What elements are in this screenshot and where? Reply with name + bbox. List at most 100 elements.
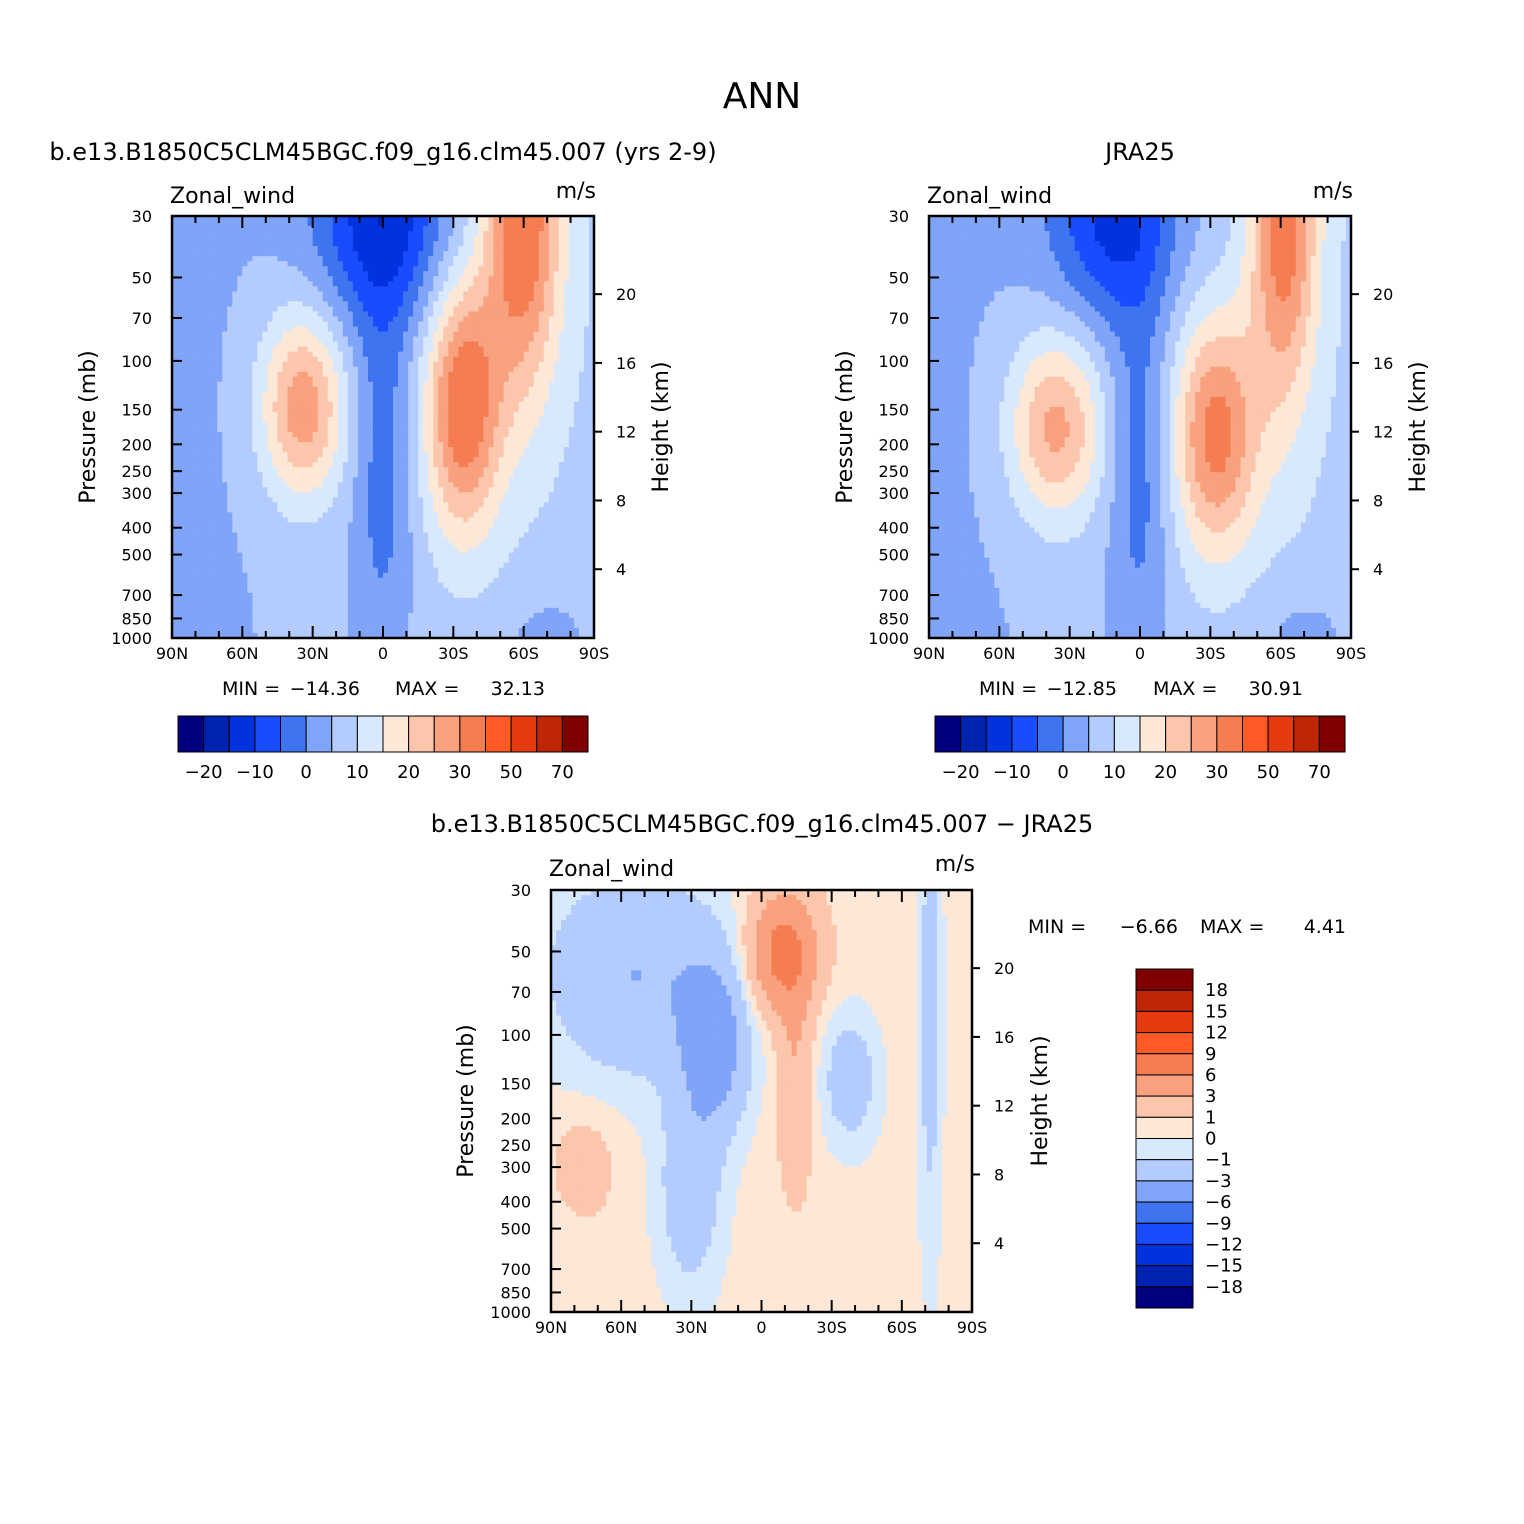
panel-model-field-cell <box>187 407 193 413</box>
panel-model-field-cell <box>448 422 454 428</box>
panel-model-field-cell <box>222 347 228 353</box>
panel-model-field-cell <box>288 427 294 433</box>
panel-model-field-cell <box>428 241 434 247</box>
panel-model-field-cell <box>489 467 495 473</box>
panel-model-field-cell <box>272 347 278 353</box>
panel-model-field-cell <box>443 221 449 227</box>
panel-model-field-cell <box>197 472 203 478</box>
panel-model-field-cell <box>338 467 344 473</box>
panel-model-field-cell <box>333 306 339 312</box>
panel-model-field-cell <box>177 427 183 433</box>
panel-model-field-cell <box>237 437 243 443</box>
panel-model-field-cell <box>388 291 394 297</box>
panel-model-field-cell <box>373 342 379 348</box>
panel-model-field-cell <box>358 327 364 333</box>
panel-model-field-cell <box>529 352 535 358</box>
panel-model-field-cell <box>413 251 419 257</box>
panel-model-field-cell <box>453 311 459 317</box>
panel-model-field-cell <box>468 452 474 458</box>
panel-model-field-cell <box>298 387 304 393</box>
panel-model-field-cell <box>232 337 238 343</box>
panel-model-field-cell <box>237 447 243 453</box>
panel-model-field-cell <box>328 392 334 398</box>
panel-model-field-cell <box>428 352 434 358</box>
panel-model-field-cell <box>207 352 213 358</box>
panel-model-field-cell <box>368 291 374 297</box>
panel-model-field-cell <box>383 322 389 328</box>
panel-model-field-cell <box>232 221 238 227</box>
panel-model-field-cell <box>463 236 469 242</box>
panel-model-field-cell <box>283 402 289 408</box>
panel-model-field-cell <box>403 412 409 418</box>
panel-model-field-cell <box>559 231 565 237</box>
panel-model-field-cell <box>177 311 183 317</box>
panel-model-field-cell <box>308 311 314 317</box>
panel-model-field-cell <box>549 246 555 252</box>
panel-model-field-cell <box>237 467 243 473</box>
panel-model-field-cell <box>443 362 449 368</box>
panel-model-field-cell <box>293 372 299 378</box>
panel-obs-title: JRA25 <box>1103 138 1175 166</box>
panel-model-field-cell <box>554 306 560 312</box>
panel-model-field-cell <box>584 467 590 473</box>
panel-model-field-cell <box>232 397 238 403</box>
panel-model-field-cell <box>524 241 530 247</box>
panel-model-field-cell <box>539 502 545 508</box>
panel-model-field-cell <box>267 427 273 433</box>
panel-model-field-cell <box>358 266 364 272</box>
panel-model-field-cell <box>483 477 489 483</box>
panel-model-field-cell <box>383 246 389 252</box>
panel-model-field-cell <box>338 372 344 378</box>
panel-model-field-cell <box>574 241 580 247</box>
panel-model-field-cell <box>288 377 294 383</box>
panel-model-field-cell <box>242 281 248 287</box>
panel-model-field-cell <box>373 256 379 262</box>
panel-model-field-cell <box>443 472 449 478</box>
panel-model-field-cell <box>358 432 364 438</box>
panel-model-field-cell <box>343 497 349 503</box>
panel-model-field-cell <box>418 462 424 468</box>
panel-model-field-cell <box>468 347 474 353</box>
panel-model-field-cell <box>519 487 525 493</box>
panel-model-field-cell <box>247 382 253 388</box>
panel-model-field-cell <box>207 241 213 247</box>
panel-model-field-cell <box>267 447 273 453</box>
panel-model-field-cell <box>468 457 474 463</box>
panel-model-field-cell <box>519 492 525 498</box>
panel-model-field-cell <box>433 372 439 378</box>
panel-model-field-cell <box>483 241 489 247</box>
panel-model-field-cell <box>378 337 384 343</box>
panel-model-field-cell <box>499 276 505 282</box>
panel-model-field-cell <box>227 372 233 378</box>
panel-model-field-cell <box>232 387 238 393</box>
panel-model-field-cell <box>197 412 203 418</box>
panel-model-field-cell <box>514 276 520 282</box>
panel-model-field-cell <box>559 276 565 282</box>
panel-model-field-cell <box>514 286 520 292</box>
panel-model-field-cell <box>267 467 273 473</box>
panel-model-field-cell <box>202 231 208 237</box>
panel-model-field-cell <box>368 226 374 232</box>
panel-model-field-cell <box>227 357 233 363</box>
panel-model-field-cell <box>534 281 540 287</box>
panel-model-field-cell <box>247 226 253 232</box>
panel-model-field-cell <box>393 502 399 508</box>
panel-model-field-cell <box>272 236 278 242</box>
panel-model-field-cell <box>207 316 213 322</box>
panel-model-field-cell <box>478 332 484 338</box>
panel-model-field-cell <box>197 246 203 252</box>
panel-model-field-cell <box>247 482 253 488</box>
panel-model-field-cell <box>458 327 464 333</box>
panel-model-field-cell <box>559 311 565 317</box>
panel-model-field-cell <box>478 407 484 413</box>
panel-model-field-cell <box>509 296 515 302</box>
panel-model-field-cell <box>489 241 495 247</box>
panel-model-field-cell <box>378 271 384 277</box>
panel-model-field-cell <box>343 251 349 257</box>
panel-model-field-cell <box>227 281 233 287</box>
panel-model-field-cell <box>313 261 319 267</box>
panel-model-field-cell <box>368 271 374 277</box>
panel-model-field-cell <box>237 316 243 322</box>
panel-model-field-cell <box>504 281 510 287</box>
